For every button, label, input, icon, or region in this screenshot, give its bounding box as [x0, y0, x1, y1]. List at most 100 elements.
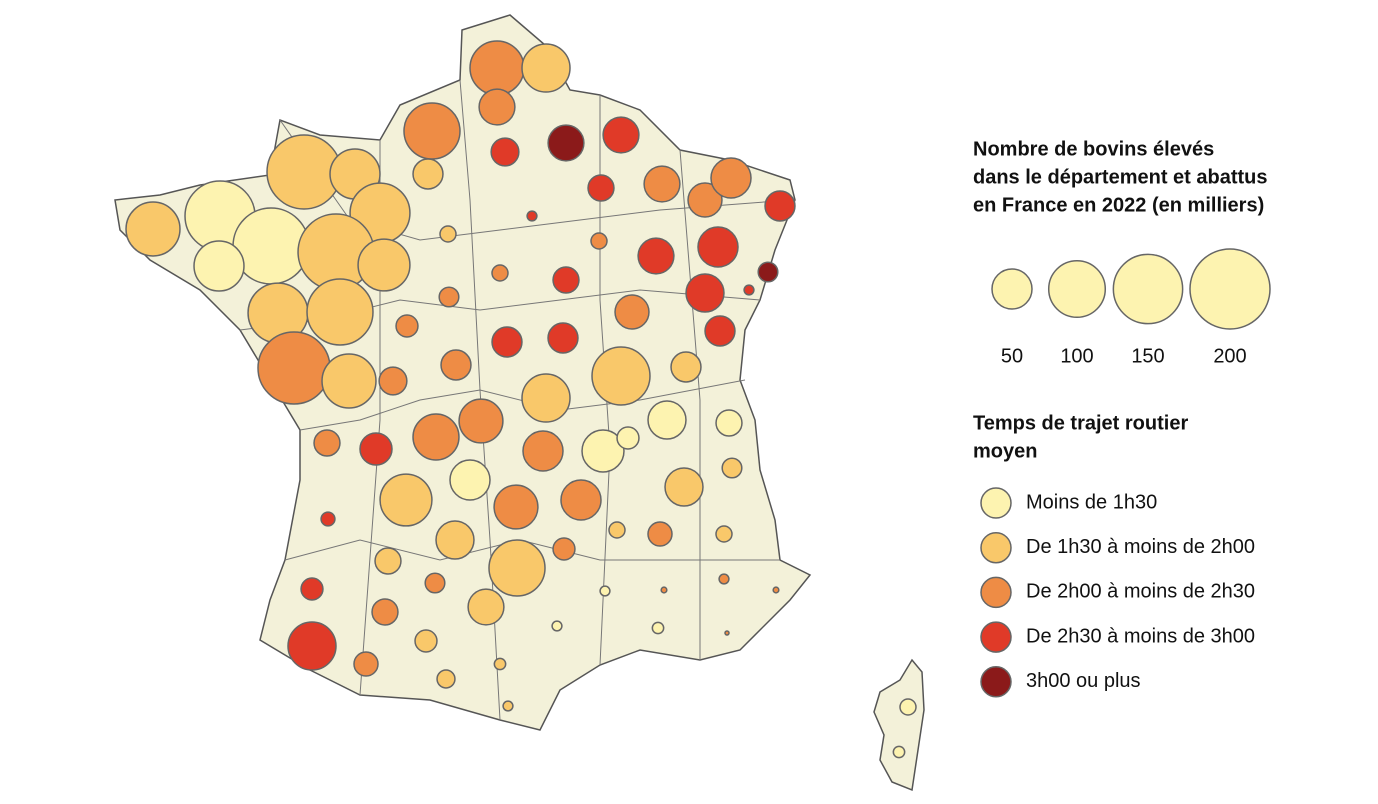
department-bubble — [647, 521, 673, 547]
department-bubble — [379, 473, 433, 527]
department-bubble — [560, 479, 602, 521]
department-bubble — [439, 225, 457, 243]
department-bubble — [637, 237, 675, 275]
department-bubble — [590, 232, 608, 250]
department-bubble — [587, 174, 615, 202]
department-bubble — [608, 521, 626, 539]
department-bubble — [440, 349, 472, 381]
department-bubble — [395, 314, 419, 338]
corsica-outline — [873, 658, 925, 792]
department-bubble — [522, 430, 564, 472]
department-bubble — [458, 398, 504, 444]
department-bubble — [757, 261, 779, 283]
department-bubble — [449, 459, 491, 501]
color-legend-swatch — [980, 487, 1012, 519]
department-bubble — [488, 539, 546, 597]
department-bubble — [412, 158, 444, 190]
color-legend-label: De 2h30 à moins de 3h00 — [1026, 625, 1255, 647]
department-bubble — [521, 43, 571, 93]
department-bubble — [353, 651, 379, 677]
size-legend-label: 200 — [1213, 345, 1246, 367]
department-bubble — [478, 88, 516, 126]
department-bubble — [616, 426, 640, 450]
department-bubble — [743, 284, 755, 296]
color-legend-label: Moins de 1h30 — [1026, 491, 1157, 513]
department-bubble — [359, 432, 393, 466]
department-bubble — [232, 207, 310, 285]
department-bubble — [125, 201, 181, 257]
size-legend-circle — [1189, 248, 1271, 330]
department-bubble — [374, 547, 402, 575]
department-bubble — [664, 467, 704, 507]
department-bubble — [490, 137, 520, 167]
department-bubble — [526, 210, 538, 222]
department-bubble — [614, 294, 650, 330]
legend-title: en France en 2022 (en milliers) — [973, 194, 1264, 216]
department-bubble — [715, 409, 743, 437]
department-bubble — [320, 511, 336, 527]
department-bubble — [660, 586, 668, 594]
color-legend-label: 3h00 ou plus — [1026, 670, 1141, 692]
department-bubble — [651, 621, 665, 635]
department-bubble — [724, 630, 730, 636]
department-bubble — [357, 238, 411, 292]
department-bubble — [313, 429, 341, 457]
department-bubble — [467, 588, 505, 626]
size-legend-label: 50 — [1001, 345, 1023, 367]
department-bubble — [721, 457, 743, 479]
size-legend-circle — [991, 268, 1033, 310]
bubble-layer — [125, 40, 917, 759]
color-legend-label: De 1h30 à moins de 2h00 — [1026, 536, 1255, 558]
department-bubble — [552, 537, 576, 561]
department-bubble — [710, 157, 752, 199]
department-bubble — [643, 165, 681, 203]
size-legend-circle — [1047, 259, 1107, 319]
legend-title: dans le département et abattus — [973, 166, 1268, 188]
department-bubble — [491, 326, 523, 358]
color-legend-swatch — [980, 576, 1012, 609]
department-bubble — [647, 400, 687, 440]
legend-title: Temps de trajet routier — [973, 412, 1188, 434]
legend-title: moyen — [973, 440, 1037, 462]
department-bubble — [493, 484, 539, 530]
department-bubble — [306, 278, 374, 346]
department-bubble — [403, 102, 461, 160]
department-bubble — [412, 413, 460, 461]
department-bubble — [591, 346, 651, 406]
department-bubble — [764, 190, 796, 222]
department-bubble — [581, 429, 625, 473]
department-bubble — [438, 286, 460, 308]
department-bubble — [697, 226, 739, 268]
department-bubble — [414, 629, 438, 653]
department-bubble — [491, 264, 509, 282]
department-bubble — [547, 322, 579, 354]
department-bubble — [551, 620, 563, 632]
department-bubble — [704, 315, 736, 347]
department-bubble — [300, 577, 324, 601]
department-bubble — [685, 273, 725, 313]
legend: Nombre de bovins élevés dans le départeme… — [973, 138, 1271, 698]
department-bubble — [287, 621, 337, 671]
department-bubble — [899, 698, 917, 716]
department-bubble — [552, 266, 580, 294]
size-legend-circle — [1112, 253, 1184, 325]
department-bubble — [715, 525, 733, 543]
department-bubble — [469, 40, 525, 96]
department-bubble — [547, 124, 585, 162]
department-bubble — [521, 373, 571, 423]
department-bubble — [602, 116, 640, 154]
department-bubble — [493, 657, 507, 671]
department-bubble — [371, 598, 399, 626]
department-bubble — [772, 586, 780, 594]
department-bubble — [670, 351, 702, 383]
department-bubble — [892, 745, 906, 759]
color-legend-swatch — [980, 621, 1012, 653]
department-bubble — [321, 353, 377, 409]
department-bubble — [436, 669, 456, 689]
department-bubble — [687, 182, 723, 218]
department-bubble — [257, 331, 331, 405]
department-bubble — [435, 520, 475, 560]
department-bubble — [502, 700, 514, 712]
size-legend-label: 150 — [1131, 345, 1164, 367]
